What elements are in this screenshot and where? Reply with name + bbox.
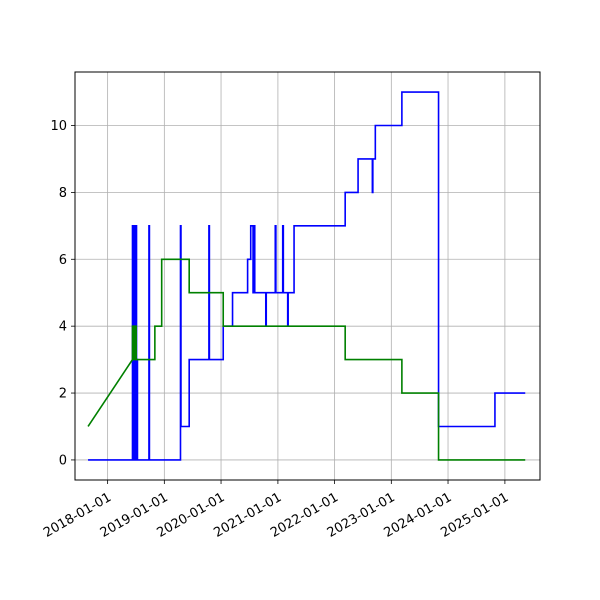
- y-tick-label: 0: [59, 453, 67, 468]
- series-2-line: [87, 258, 526, 461]
- y-tick-label: 2: [59, 387, 67, 402]
- axes-background: [75, 72, 540, 480]
- y-tick-label: 4: [59, 320, 67, 335]
- y-tick-label: 8: [59, 186, 67, 201]
- plot-area: [87, 91, 526, 461]
- axes-frame: [74, 71, 541, 481]
- y-tick-label: 6: [59, 253, 67, 268]
- y-tick-label: 10: [50, 119, 67, 134]
- y-axis: 0 2 4 6 8 10: [50, 119, 75, 468]
